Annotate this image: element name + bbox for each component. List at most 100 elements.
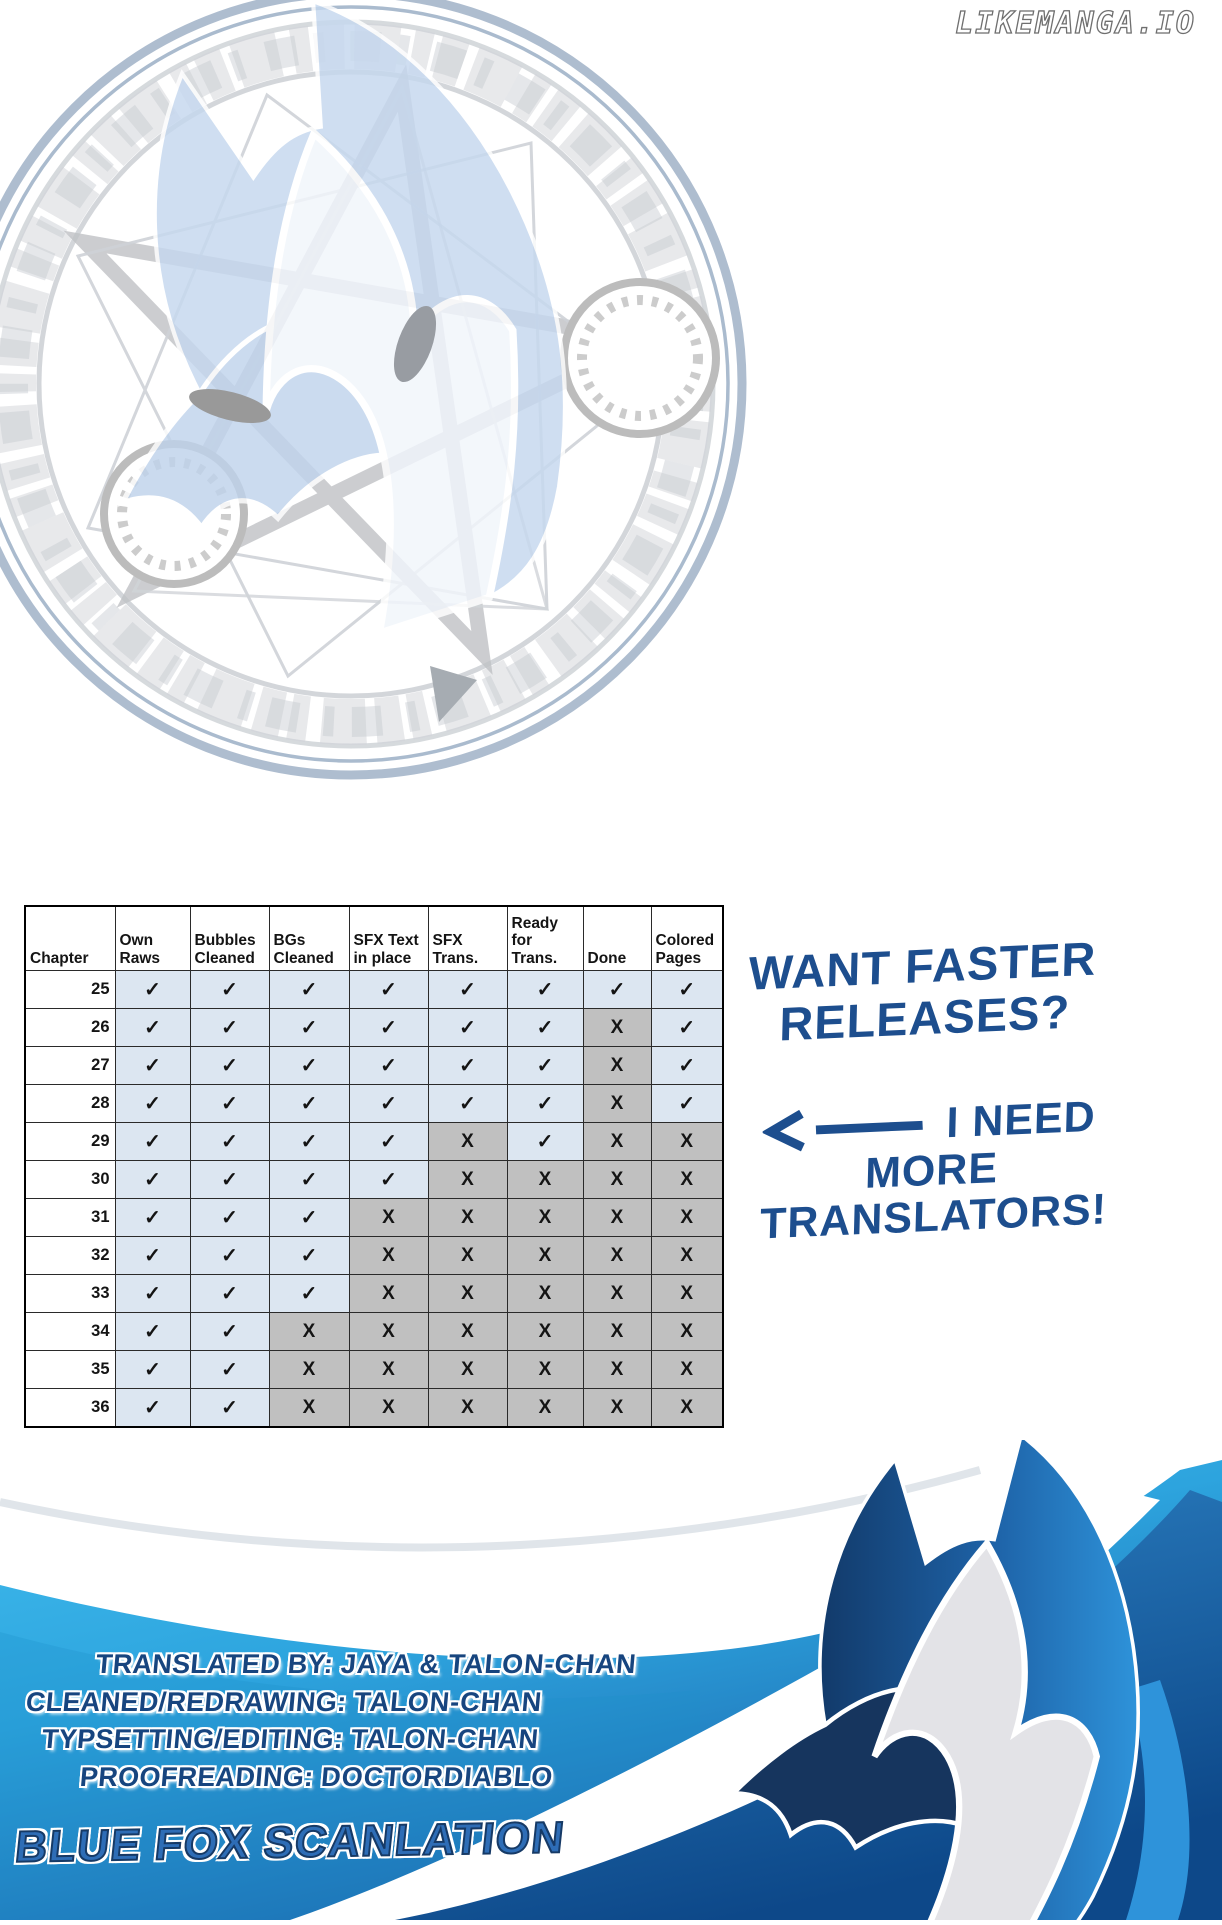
status-cell-cross: X [348, 1350, 429, 1389]
table-row: 33 ✓ ✓ ✓ X X X X X [24, 1274, 724, 1313]
column-header: Own Raws [114, 905, 191, 971]
status-cell-check: ✓ [114, 1388, 191, 1428]
status-cell-cross: X [427, 1312, 508, 1351]
status-cell-check: ✓ [114, 1198, 191, 1237]
status-cell-check: ✓ [650, 1008, 724, 1047]
status-cell-check: ✓ [114, 1350, 191, 1389]
credit-line: TRANSLATED BY: JAYA & TALON-CHAN [94, 1649, 642, 1680]
chapter-number-cell: 30 [24, 1160, 116, 1199]
status-cell-check: ✓ [189, 1160, 270, 1199]
status-cell-cross: X [268, 1388, 350, 1428]
chapter-number-cell: 29 [24, 1122, 116, 1161]
status-cell-check: ✓ [114, 1236, 191, 1275]
status-cell-cross: X [650, 1122, 724, 1161]
status-cell-cross: X [506, 1388, 584, 1428]
table-row: 26 ✓ ✓ ✓ ✓ ✓ ✓ X ✓ [24, 1008, 724, 1047]
status-cell-cross: X [348, 1236, 429, 1275]
status-cell-cross: X [650, 1198, 724, 1237]
status-cell-check: ✓ [506, 970, 584, 1009]
status-cell-cross: X [582, 1274, 652, 1313]
status-cell-check: ✓ [427, 1046, 508, 1085]
table-row: 29 ✓ ✓ ✓ ✓ X ✓ X X [24, 1122, 724, 1161]
status-cell-check: ✓ [114, 1046, 191, 1085]
status-cell-cross: X [427, 1236, 508, 1275]
status-cell-cross: X [348, 1274, 429, 1313]
status-cell-check: ✓ [348, 970, 429, 1009]
table-row: 25 ✓ ✓ ✓ ✓ ✓ ✓ ✓ ✓ [24, 970, 724, 1009]
status-cell-check: ✓ [114, 1160, 191, 1199]
status-cell-check: ✓ [348, 1084, 429, 1123]
wave-fox-art [0, 1440, 1222, 1920]
status-cell-check: ✓ [427, 970, 508, 1009]
credit-value: JAYA & TALON-CHAN [339, 1649, 638, 1679]
chapter-number-cell: 32 [24, 1236, 116, 1275]
status-cell-check: ✓ [427, 1084, 508, 1123]
status-cell-check: ✓ [189, 1198, 270, 1237]
status-cell-cross: X [506, 1312, 584, 1351]
status-cell-cross: X [650, 1312, 724, 1351]
status-cell-cross: X [582, 1008, 652, 1047]
table-row: 36 ✓ ✓ X X X X X X [24, 1388, 724, 1428]
column-header: SFX Trans. [427, 905, 508, 971]
status-cell-cross: X [582, 1084, 652, 1123]
status-cell-check: ✓ [114, 1122, 191, 1161]
status-cell-check: ✓ [268, 1236, 350, 1275]
status-cell-check: ✓ [348, 1122, 429, 1161]
status-cell-cross: X [348, 1388, 429, 1428]
status-cell-check: ✓ [189, 1046, 270, 1085]
table-row: 34 ✓ ✓ X X X X X X [24, 1312, 724, 1351]
watermark: LIKEMANGA.IO [955, 5, 1196, 41]
status-cell-cross: X [650, 1160, 724, 1199]
status-cell-cross: X [506, 1274, 584, 1313]
status-cell-check: ✓ [268, 1160, 350, 1199]
table-row: 28 ✓ ✓ ✓ ✓ ✓ ✓ X ✓ [24, 1084, 724, 1123]
status-cell-cross: X [582, 1312, 652, 1351]
status-cell-check: ✓ [348, 1160, 429, 1199]
chapter-number-cell: 25 [24, 970, 116, 1009]
status-cell-cross: X [427, 1274, 508, 1313]
credits-block: TRANSLATED BY: JAYA & TALON-CHAN CLEANED… [0, 1649, 642, 1801]
status-cell-cross: X [506, 1350, 584, 1389]
status-cell-cross: X [348, 1198, 429, 1237]
status-cell-cross: X [582, 1388, 652, 1428]
status-cell-check: ✓ [348, 1046, 429, 1085]
status-cell-cross: X [506, 1198, 584, 1237]
status-cell-check: ✓ [189, 1388, 270, 1428]
chapter-number-cell: 34 [24, 1312, 116, 1351]
status-cell-cross: X [582, 1350, 652, 1389]
note-line: I NEED [946, 1093, 1097, 1148]
credit-line: CLEANED/REDRAWING: TALON-CHAN [24, 1686, 642, 1718]
column-header: Bubbles Cleaned [189, 905, 270, 971]
chapter-number-cell: 36 [24, 1388, 116, 1428]
status-cell-check: ✓ [268, 1122, 350, 1161]
column-header: BGs Cleaned [268, 905, 350, 971]
status-cell-cross: X [582, 1046, 652, 1085]
table-head-row: Chapter Own Raws Bubbles Cleaned BGs Cleane… [24, 905, 724, 971]
status-cell-cross: X [582, 1122, 652, 1161]
status-cell-cross: X [582, 1198, 652, 1237]
status-cell-check: ✓ [506, 1084, 584, 1123]
chapter-number-cell: 27 [24, 1046, 116, 1085]
wave-background [0, 1440, 1222, 1920]
chapter-number-cell: 26 [24, 1008, 116, 1047]
credit-label: PROOFREADING: [78, 1762, 315, 1793]
status-cell-check: ✓ [268, 1046, 350, 1085]
chapter-number-cell: 33 [24, 1274, 116, 1313]
status-cell-cross: X [506, 1160, 584, 1199]
status-cell-check: ✓ [427, 1008, 508, 1047]
column-header: SFX Text in place [348, 905, 429, 971]
status-cell-check: ✓ [114, 1312, 191, 1351]
status-cell-check: ✓ [582, 970, 652, 1009]
credit-value: DOCTORDIABLO [319, 1762, 555, 1793]
status-cell-check: ✓ [268, 1198, 350, 1237]
table-row: 31 ✓ ✓ ✓ X X X X X [24, 1198, 724, 1237]
credit-label: CLEANED/REDRAWING: [24, 1686, 348, 1717]
status-cell-check: ✓ [189, 1312, 270, 1351]
credit-label: TRANSLATED BY: [94, 1649, 335, 1679]
status-cell-cross: X [582, 1236, 652, 1275]
status-cell-check: ✓ [268, 1008, 350, 1047]
status-cell-cross: X [650, 1388, 724, 1428]
credit-value: TALON-CHAN [349, 1724, 541, 1755]
column-header: Done [582, 905, 652, 971]
progress-table: Chapter Own Raws Bubbles Cleaned BGs Cleane… [24, 905, 724, 1428]
